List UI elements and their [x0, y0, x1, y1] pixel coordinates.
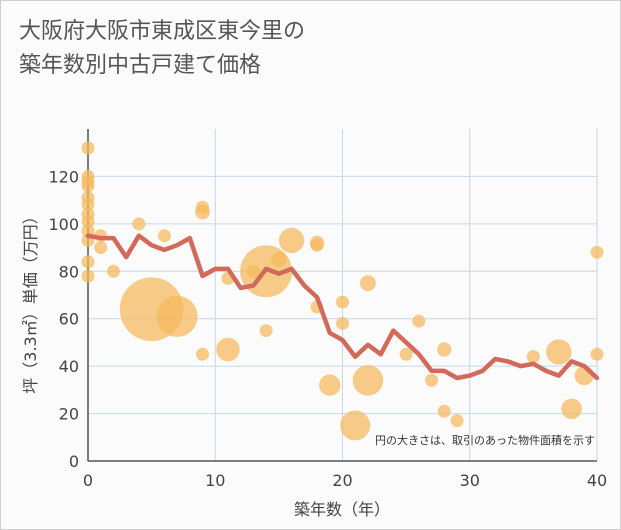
chart-title: 大阪府大阪市東成区東今里の 築年数別中古戸建て価格: [19, 15, 439, 83]
data-bubble: [81, 198, 95, 212]
data-bubble: [352, 365, 384, 396]
data-bubble: [359, 275, 376, 292]
y-tick-label: 0: [69, 452, 79, 471]
x-tick-label: 30: [460, 471, 480, 490]
x-tick-label: 10: [205, 471, 225, 490]
data-bubble: [81, 179, 95, 193]
data-bubble: [561, 398, 582, 420]
data-bubble: [437, 342, 452, 357]
bubble-size-note: 円の大きさは、取引のあった物件面積を示す: [375, 433, 595, 447]
y-tick-label: 80: [59, 262, 79, 281]
data-bubble: [196, 200, 210, 214]
y-tick-label: 20: [59, 405, 79, 424]
data-bubble: [590, 347, 604, 361]
tick-labels: 0 20 40 60 80 100 120 0 10 20 30 40: [48, 167, 607, 490]
data-bubble: [81, 141, 95, 155]
data-bubble: [526, 350, 540, 364]
data-bubble: [450, 414, 464, 428]
data-bubble: [340, 410, 371, 441]
data-bubble: [81, 269, 95, 283]
average-price-line: [85, 233, 600, 381]
data-bubble: [132, 217, 146, 231]
x-tick-label: 40: [587, 471, 607, 490]
y-tick-label: 120: [48, 167, 79, 186]
data-bubble: [278, 227, 305, 254]
y-axis-title: 坪（3.3㎡）単価（万円）: [21, 208, 40, 393]
data-bubble: [399, 347, 413, 361]
data-bubble: [156, 295, 198, 337]
data-bubble: [259, 324, 273, 338]
x-axis-title: 築年数（年）: [294, 500, 390, 519]
data-bubble: [196, 347, 210, 361]
data-bubble: [157, 229, 171, 243]
y-tick-label: 100: [48, 215, 79, 234]
x-tick-label: 20: [332, 471, 352, 490]
x-tick-label: 0: [83, 471, 93, 490]
data-bubble: [425, 373, 439, 387]
title-line-1: 大阪府大阪市東成区東今里の: [19, 19, 306, 44]
data-bubble: [216, 337, 240, 362]
data-bubble: [246, 264, 260, 278]
data-bubble: [590, 245, 604, 259]
data-bubble: [94, 241, 108, 255]
y-tick-label: 60: [59, 310, 79, 329]
data-bubble: [106, 264, 120, 278]
data-bubble: [271, 251, 287, 268]
data-bubble: [319, 374, 341, 396]
data-bubble: [336, 295, 349, 309]
average-line-series: [85, 233, 600, 381]
data-bubble: [81, 214, 95, 228]
data-bubble: [546, 339, 572, 365]
data-bubble: [310, 238, 324, 252]
data-bubble: [81, 255, 95, 269]
data-bubble: [437, 404, 451, 418]
y-tick-label: 40: [59, 357, 79, 376]
title-line-2: 築年数別中古戸建て価格: [19, 53, 262, 78]
data-bubble: [412, 314, 426, 328]
data-bubble: [336, 316, 349, 330]
